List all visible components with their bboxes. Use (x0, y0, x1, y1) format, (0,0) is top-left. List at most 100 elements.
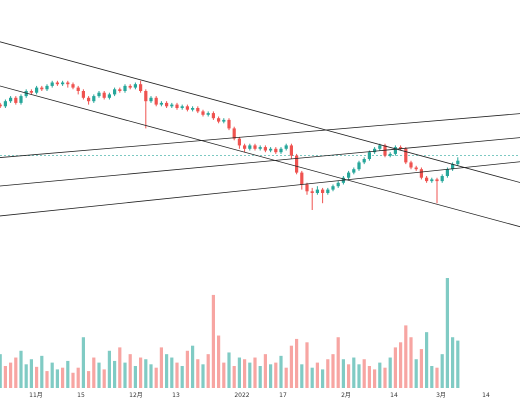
candle-body (243, 145, 247, 149)
candle (113, 87, 117, 97)
candle-body (310, 191, 314, 193)
volume-bar (175, 362, 179, 388)
candle-body (201, 111, 205, 115)
volume-bar (185, 350, 189, 388)
volume-bar (404, 325, 408, 388)
candle (373, 147, 377, 154)
volume-bar (92, 357, 96, 388)
candle (253, 143, 257, 151)
candle (19, 94, 23, 105)
volume-bar (227, 352, 231, 388)
candle (159, 101, 163, 107)
x-axis-ticks: 11月 15 12月 13 2022 17 2月 14 3月 14 (29, 392, 490, 399)
volume-bar (165, 354, 169, 388)
candle-body (305, 184, 309, 192)
candle-body (118, 89, 122, 91)
volume-bar (357, 364, 361, 388)
x-tick-label: 3月 (436, 392, 446, 399)
volume-bar (445, 278, 449, 388)
candle-body (35, 87, 39, 93)
candle (274, 147, 278, 154)
candle-body (258, 147, 262, 149)
volume-bar (113, 360, 117, 388)
candle (55, 80, 59, 86)
volume-bar (430, 366, 434, 388)
candle-body (217, 118, 221, 122)
candle-body (440, 176, 444, 182)
candle-body (97, 92, 101, 97)
candles-layer (0, 80, 460, 210)
candle-body (404, 148, 408, 163)
x-tick-label: 14 (482, 392, 490, 399)
volume-bar (341, 359, 345, 388)
candle (128, 84, 132, 90)
candle (393, 145, 397, 156)
candle-body (50, 82, 54, 86)
candle-body (336, 182, 340, 187)
volume-bar (425, 332, 429, 388)
candle-body (388, 153, 392, 156)
candle-body (352, 169, 356, 173)
volume-bar (440, 354, 444, 388)
candle-body (414, 167, 418, 170)
candle-body (206, 113, 210, 115)
candle-body (284, 145, 288, 149)
candle-body (373, 148, 377, 153)
volume-bar (248, 362, 252, 388)
volume-bar (367, 366, 371, 388)
candle (81, 89, 85, 100)
candle-body (165, 102, 169, 107)
volume-bar (201, 364, 205, 388)
candle (300, 170, 304, 190)
candle (61, 80, 65, 86)
candle-body (326, 189, 330, 193)
volume-bar (144, 359, 148, 388)
volume-bar (243, 359, 247, 388)
volume-bar (3, 366, 7, 388)
volume-bar (211, 294, 215, 388)
volume-bar (123, 362, 127, 388)
candle-body (139, 84, 143, 91)
volume-bar (102, 369, 106, 388)
trend-line (0, 85, 520, 228)
candle (295, 153, 299, 175)
candle (97, 91, 101, 98)
candle (357, 160, 361, 171)
candle-body (253, 145, 257, 149)
candle (71, 82, 75, 90)
candle (107, 92, 111, 100)
candle (191, 106, 195, 112)
candle-body (269, 148, 273, 151)
volume-bar (399, 342, 403, 388)
candle-body (211, 113, 215, 119)
candle (336, 181, 340, 188)
candle (248, 143, 252, 151)
candle-body (263, 147, 267, 151)
volume-bar (154, 367, 158, 388)
candle-body (425, 177, 429, 182)
volume-bar (336, 337, 340, 388)
volume-bar (263, 354, 267, 388)
candle-body (170, 104, 174, 107)
candle-body (435, 179, 439, 182)
x-tick-label: 2022 (234, 392, 249, 399)
volume-bar (50, 362, 54, 388)
volume-bar (258, 366, 262, 388)
x-tick-label: 14 (390, 392, 398, 399)
candle-body (14, 97, 18, 103)
volume-bar (61, 367, 65, 388)
candle-body (81, 91, 85, 98)
candle-body (347, 172, 351, 178)
trend-line (0, 41, 520, 183)
candle-body (222, 119, 226, 122)
candle-body (3, 101, 7, 107)
volume-bar (97, 362, 101, 388)
candle (211, 111, 215, 120)
candle (425, 176, 429, 183)
candle-body (279, 148, 283, 153)
candle (284, 143, 288, 151)
candle-body (45, 85, 49, 90)
trend-lines-layer (0, 41, 520, 228)
candle-body (451, 164, 455, 170)
